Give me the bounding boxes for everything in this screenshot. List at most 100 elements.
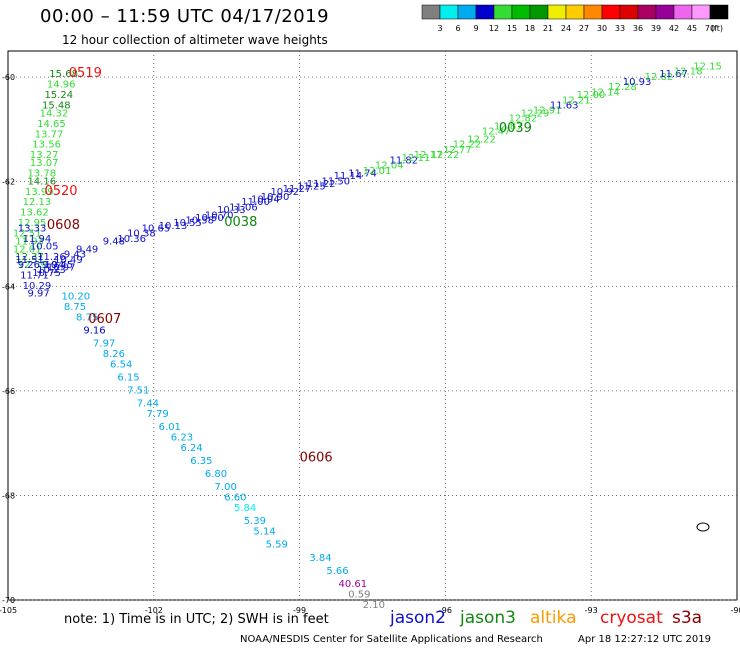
colorbar-label: (ft) <box>711 24 723 33</box>
wave-height-label: 8.26 <box>103 349 125 360</box>
wave-height-label: 10.58 <box>185 216 214 227</box>
wave-height-label: 10.90 <box>261 192 290 203</box>
wave-height-label: 9.26 <box>18 260 40 271</box>
wave-height-label: 11.06 <box>229 202 258 213</box>
credit-line: NOAA/NESDIS Center for Satellite Applica… <box>240 634 543 645</box>
wave-height-label: 6.35 <box>190 456 212 467</box>
colorbar-label: 33 <box>615 24 625 33</box>
wave-height-label: 9.97 <box>27 289 49 300</box>
wave-height-label: 7.00 <box>215 482 237 493</box>
y-tick-label: -66 <box>2 387 15 396</box>
x-tick-label: -93 <box>585 606 598 615</box>
wave-height-label: 10.94 <box>251 195 280 206</box>
island-outline <box>696 522 710 532</box>
wave-height-label: 11.93 <box>15 236 44 247</box>
wave-height-label: 11.25 <box>297 182 326 193</box>
wave-height-label: 3.84 <box>309 553 331 564</box>
colorbar-label: 70 <box>705 24 715 33</box>
x-tick-label: -90 <box>730 606 740 615</box>
wave-height-label: 5.84 <box>234 503 256 514</box>
wave-height-label: 10.33 <box>217 205 246 216</box>
colorbar-label: 24 <box>561 24 571 33</box>
colorbar-label: 36 <box>633 24 643 33</box>
wave-height-label: 10.13 <box>159 221 188 232</box>
wave-height-label: 11.67 <box>659 69 688 80</box>
x-tick-label: -102 <box>145 606 163 615</box>
wave-height-label: 14.32 <box>40 108 69 119</box>
wave-height-label: 9.43 <box>64 250 86 261</box>
wave-height-label: 12.11 <box>402 153 431 164</box>
wave-height-label: 12.77 <box>443 145 472 156</box>
wave-height-label: 5.66 <box>326 566 348 577</box>
y-tick-label: -68 <box>2 491 15 500</box>
wave-height-label: 10.70 <box>205 210 234 221</box>
pass-time-label: 0608 <box>47 218 80 233</box>
wave-height-label: 11.22 <box>307 179 336 190</box>
wave-height-label: 12.22 <box>453 140 482 151</box>
x-tick-label: -96 <box>439 606 452 615</box>
wave-height-label: 12.18 <box>674 67 703 78</box>
wave-height-label: 10.23 <box>37 265 66 276</box>
wave-height-label: 12.47 <box>482 127 511 138</box>
wave-height-label: 13.27 <box>30 150 59 161</box>
wave-height-label: 5.39 <box>244 516 266 527</box>
wave-height-label: 10.75 <box>32 268 61 279</box>
wave-height-label: 13.77 <box>35 129 64 140</box>
colorbar-label: 27 <box>579 24 589 33</box>
wave-height-label: 8.75 <box>76 312 98 323</box>
wave-height-label: 13.99 <box>25 187 54 198</box>
wave-height-label: 10.93 <box>623 77 652 88</box>
wave-height-label: 9.48 <box>103 236 125 247</box>
wave-height-label: 13.07 <box>30 158 59 169</box>
page-title: 00:00 – 11:59 UTC 04/17/2019 <box>40 6 330 27</box>
colorbar-label: 30 <box>597 24 607 33</box>
wave-height-label: 12.95 <box>18 218 47 229</box>
wave-height-label: 11.82 <box>390 155 419 166</box>
wave-height-label: 10.50 <box>195 213 224 224</box>
wave-height-label: 10.38 <box>127 229 156 240</box>
colorbar-label: 3 <box>437 24 442 33</box>
y-tick-label: -60 <box>2 73 15 82</box>
units-note: note: 1) Time is in UTC; 2) SWH is in fe… <box>64 612 329 627</box>
satellite-legend-item: jason2 <box>390 608 446 628</box>
wave-height-label: 13.33 <box>18 223 47 234</box>
wave-height-label: 12.91 <box>533 106 562 117</box>
colorbar-label: 9 <box>473 24 478 33</box>
wave-height-label: 14.16 <box>27 176 56 187</box>
y-tick-label: -62 <box>2 178 15 187</box>
wave-height-label: 13.56 <box>32 140 61 151</box>
generation-timestamp: Apr 18 12:27:12 UTC 2019 <box>578 634 711 645</box>
wave-height-label: 7.97 <box>93 338 115 349</box>
wave-height-label: 5.59 <box>266 540 288 551</box>
pass-time-label: 0038 <box>224 215 257 230</box>
wave-height-label: 9.16 <box>83 325 105 336</box>
satellite-legend-item: altika <box>530 608 577 628</box>
wave-height-label: 5.14 <box>253 527 275 538</box>
pass-time-label: 0520 <box>44 184 77 199</box>
wave-height-label: 6.24 <box>181 443 203 454</box>
x-tick-label: -105 <box>0 606 17 615</box>
wave-height-label: 11.27 <box>283 184 312 195</box>
colorbar-label: 18 <box>525 24 535 33</box>
wave-height-label: 11.26 <box>37 252 66 263</box>
wave-height-label: 10.49 <box>54 255 83 266</box>
wave-height-label: 10.05 <box>30 242 59 253</box>
wave-height-label: 12.82 <box>645 72 674 83</box>
wave-height-label: 12.29 <box>521 108 550 119</box>
wave-height-label: 12.51 <box>13 229 42 240</box>
wave-height-label: 11.14 <box>334 171 363 182</box>
wave-height-label: 11.50 <box>321 176 350 187</box>
x-tick-label: -99 <box>293 606 306 615</box>
wave-height-label: 10.55 <box>173 218 202 229</box>
wave-height-label: 12.87 <box>494 121 523 132</box>
wave-height-label: 6.80 <box>205 469 227 480</box>
wave-height-label: 6.23 <box>171 433 193 444</box>
wave-height-label: 7.79 <box>147 409 169 420</box>
wave-height-label: 12.15 <box>693 61 722 72</box>
wave-height-label: 11.74 <box>348 168 377 179</box>
wave-height-label: 6.54 <box>110 359 132 370</box>
satellite-legend-item: s3a <box>672 608 703 628</box>
wave-height-label: 6.15 <box>117 372 139 383</box>
wave-height-label: 10.45 <box>44 260 73 271</box>
